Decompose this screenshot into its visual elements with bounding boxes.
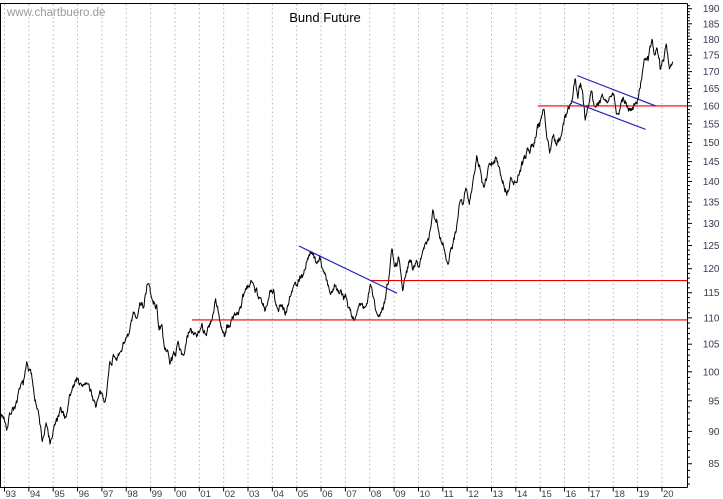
x-tick-label: 18	[614, 489, 625, 499]
x-tick-label: 06	[322, 489, 333, 499]
x-tick-label: 16	[566, 489, 577, 499]
y-tick-label: 100	[703, 367, 720, 378]
year-gridlines	[4, 4, 663, 487]
x-tick-label: 94	[30, 489, 41, 499]
x-tick-label: 02	[225, 489, 236, 499]
y-tick-label: 120	[703, 264, 720, 275]
y-tick-label: 150	[703, 138, 720, 149]
y-tick-label: 110	[704, 313, 720, 324]
y-tick-label: 170	[703, 67, 720, 78]
x-tick-label: 15	[541, 489, 552, 499]
y-tick-label: 175	[703, 51, 720, 62]
x-tick-label: 99	[152, 489, 163, 499]
y-tick-label: 95	[708, 396, 720, 407]
chart-title: Bund Future	[289, 10, 361, 25]
y-tick-label: 105	[703, 340, 720, 351]
x-tick-label: 07	[346, 489, 357, 499]
x-tick-label: 98	[127, 489, 138, 499]
x-tick-label: 03	[249, 489, 260, 499]
y-tick-label: 160	[703, 101, 720, 112]
price-series	[0, 38, 674, 445]
x-tick-label: 14	[517, 489, 528, 499]
annotation-lines	[191, 75, 688, 321]
y-tick-label: 190	[703, 4, 720, 15]
x-tick-label: 93	[6, 489, 17, 499]
price-line	[0, 38, 674, 445]
y-tick-label: 165	[703, 84, 720, 95]
y-tick-label: 180	[703, 35, 720, 46]
trend-line-wedge-lower-2016-2019	[570, 100, 646, 130]
x-tick-label: 01	[200, 489, 211, 499]
y-tick-label: 130	[703, 219, 720, 230]
x-tick-label: 20	[663, 489, 674, 499]
x-tick-label: 11	[444, 489, 454, 499]
x-tick-label: 19	[639, 489, 650, 499]
x-tick-label: 97	[103, 489, 114, 499]
trend-line-wedge-upper-2016-2019	[576, 75, 656, 107]
x-tick-label: 08	[371, 489, 382, 499]
x-tick-label: 04	[273, 489, 284, 499]
x-axis: 93 94 95 96 97 98 99 00 01 02 03 04 05 06 07 08 09 10 11 12…	[4, 487, 674, 499]
x-tick-label: 96	[79, 489, 90, 499]
x-tick-label: 00	[176, 489, 187, 499]
y-axis: 190 185 180 175 170 165 160 155 150 145 140 135 130 1…	[687, 4, 720, 485]
y-tick-label: 140	[703, 177, 720, 188]
x-tick-label: 17	[590, 489, 601, 499]
x-tick-label: 05	[298, 489, 309, 499]
x-tick-label: 09	[395, 489, 406, 499]
y-tick-label: 90	[708, 427, 720, 438]
x-tick-label: 13	[493, 489, 504, 499]
y-tick-label: 125	[703, 241, 720, 252]
y-tick-label: 135	[703, 198, 720, 209]
x-tick-label: 12	[468, 489, 479, 499]
y-tick-label: 155	[703, 119, 720, 130]
y-tick-label: 145	[703, 157, 720, 168]
y-tick-label: 115	[704, 288, 720, 299]
watermark-text: www.chartbuero.de	[7, 7, 106, 19]
y-tick-label: 185	[703, 19, 720, 30]
x-tick-label: 10	[420, 489, 431, 499]
trend-line-downtrend-2005-2009	[298, 245, 398, 294]
y-tick-label: 85	[708, 459, 720, 470]
plot-frame	[0, 3, 688, 488]
x-tick-label: 95	[54, 489, 65, 499]
